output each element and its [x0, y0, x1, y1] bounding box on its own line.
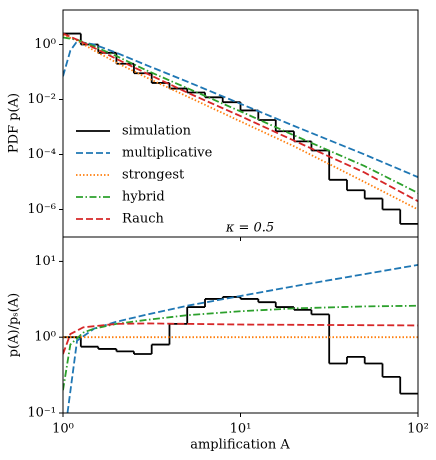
line-series — [66, 264, 418, 413]
x-tick-label: 10⁰ — [52, 422, 74, 437]
legend-label: multiplicative — [122, 146, 213, 161]
line-series — [63, 304, 418, 391]
y-axis-label: p(A)/pₛ(A) — [7, 293, 22, 357]
y-axis-label: PDF p(A) — [7, 93, 22, 153]
line-series — [63, 34, 418, 211]
line-series — [63, 40, 418, 178]
y-tick-label: 10⁻¹ — [27, 406, 56, 421]
legend: simulation multiplicative strongest hybrid R… — [76, 124, 213, 227]
x-tick-label: 10² — [407, 422, 429, 437]
y-tick-label: 10⁻⁶ — [27, 202, 56, 217]
x-tick-label: 10¹ — [230, 422, 252, 437]
bottom-plot-area — [63, 264, 418, 413]
y-tick-label: 10⁻² — [27, 92, 56, 107]
legend-label: strongest — [122, 168, 185, 183]
y-tick-label: 10⁰ — [34, 330, 56, 345]
x-axis-label: amplification A — [190, 438, 290, 453]
legend-label: Rauch — [122, 212, 164, 227]
y-tick-label: 10⁰ — [34, 37, 56, 52]
top-plot-area — [63, 32, 418, 225]
y-tick-label: 10¹ — [34, 254, 56, 269]
annotation: κ = 0.5 — [225, 221, 274, 236]
line-series — [63, 32, 418, 203]
top-frame — [62, 9, 419, 238]
legend-label: simulation — [122, 124, 192, 139]
line-series — [63, 322, 418, 355]
legend-label: hybrid — [122, 190, 165, 205]
y-tick-label: 10⁻⁴ — [27, 147, 56, 162]
